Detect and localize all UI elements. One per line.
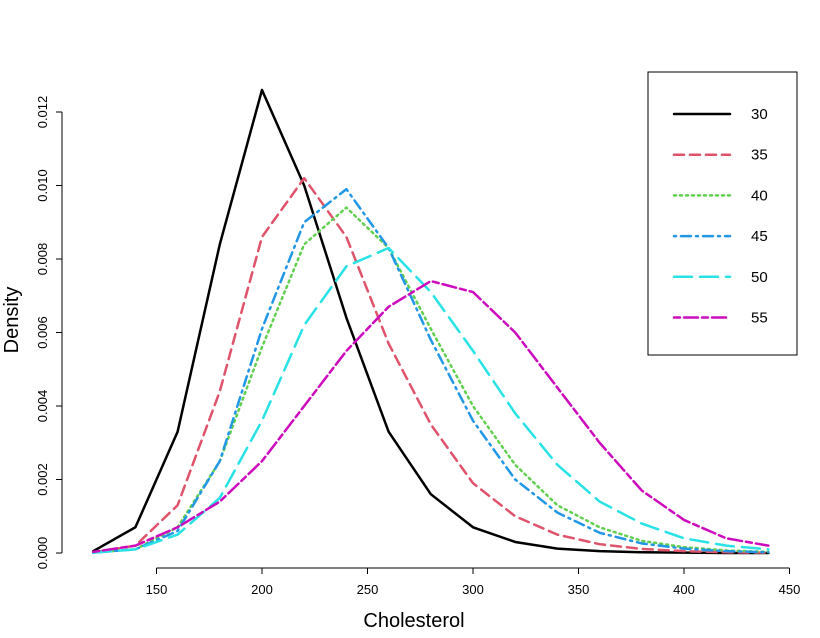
y-tick-label-4: 0.008 <box>35 243 50 276</box>
legend: 30 35 40 45 50 55 <box>647 71 798 356</box>
x-tick-label-350: 350 <box>568 582 590 597</box>
y-axis-title: Density <box>1 287 23 354</box>
series-line-40 <box>91 206 770 554</box>
y-tick-label-3: 0.006 <box>35 316 50 349</box>
y-tick-label-0: 0.000 <box>35 537 50 570</box>
series-line-50 <box>91 246 770 554</box>
y-tick-label-6: 0.012 <box>35 96 50 129</box>
y-tick-label-5: 0.010 <box>35 169 50 202</box>
series-line-35 <box>91 176 770 554</box>
legend-label-50: 50 <box>751 269 768 286</box>
x-axis-title: Cholesterol <box>363 610 464 632</box>
series-line-30 <box>91 88 770 555</box>
x-tick-label-200: 200 <box>251 582 273 597</box>
axes-layer: 150 200 250 300 350 400 450 0.000 0.002 0.004 0.00… <box>1 96 800 632</box>
x-tick-label-150: 150 <box>146 582 168 597</box>
x-tick-label-250: 250 <box>357 582 379 597</box>
plot-layer <box>91 88 770 555</box>
legend-label-40: 40 <box>751 187 768 204</box>
y-tick-label-2: 0.004 <box>35 390 50 423</box>
legend-label-45: 45 <box>751 228 768 245</box>
x-tick-label-400: 400 <box>673 582 695 597</box>
legend-label-35: 35 <box>751 147 768 164</box>
legend-label-55: 55 <box>751 310 768 327</box>
x-tick-label-300: 300 <box>462 582 484 597</box>
series-line-45 <box>91 187 770 554</box>
legend-box <box>647 71 798 356</box>
x-tick-label-450: 450 <box>779 582 801 597</box>
series-line-55 <box>91 279 770 554</box>
legend-label-30: 30 <box>751 106 768 123</box>
y-tick-label-1: 0.002 <box>35 463 50 496</box>
